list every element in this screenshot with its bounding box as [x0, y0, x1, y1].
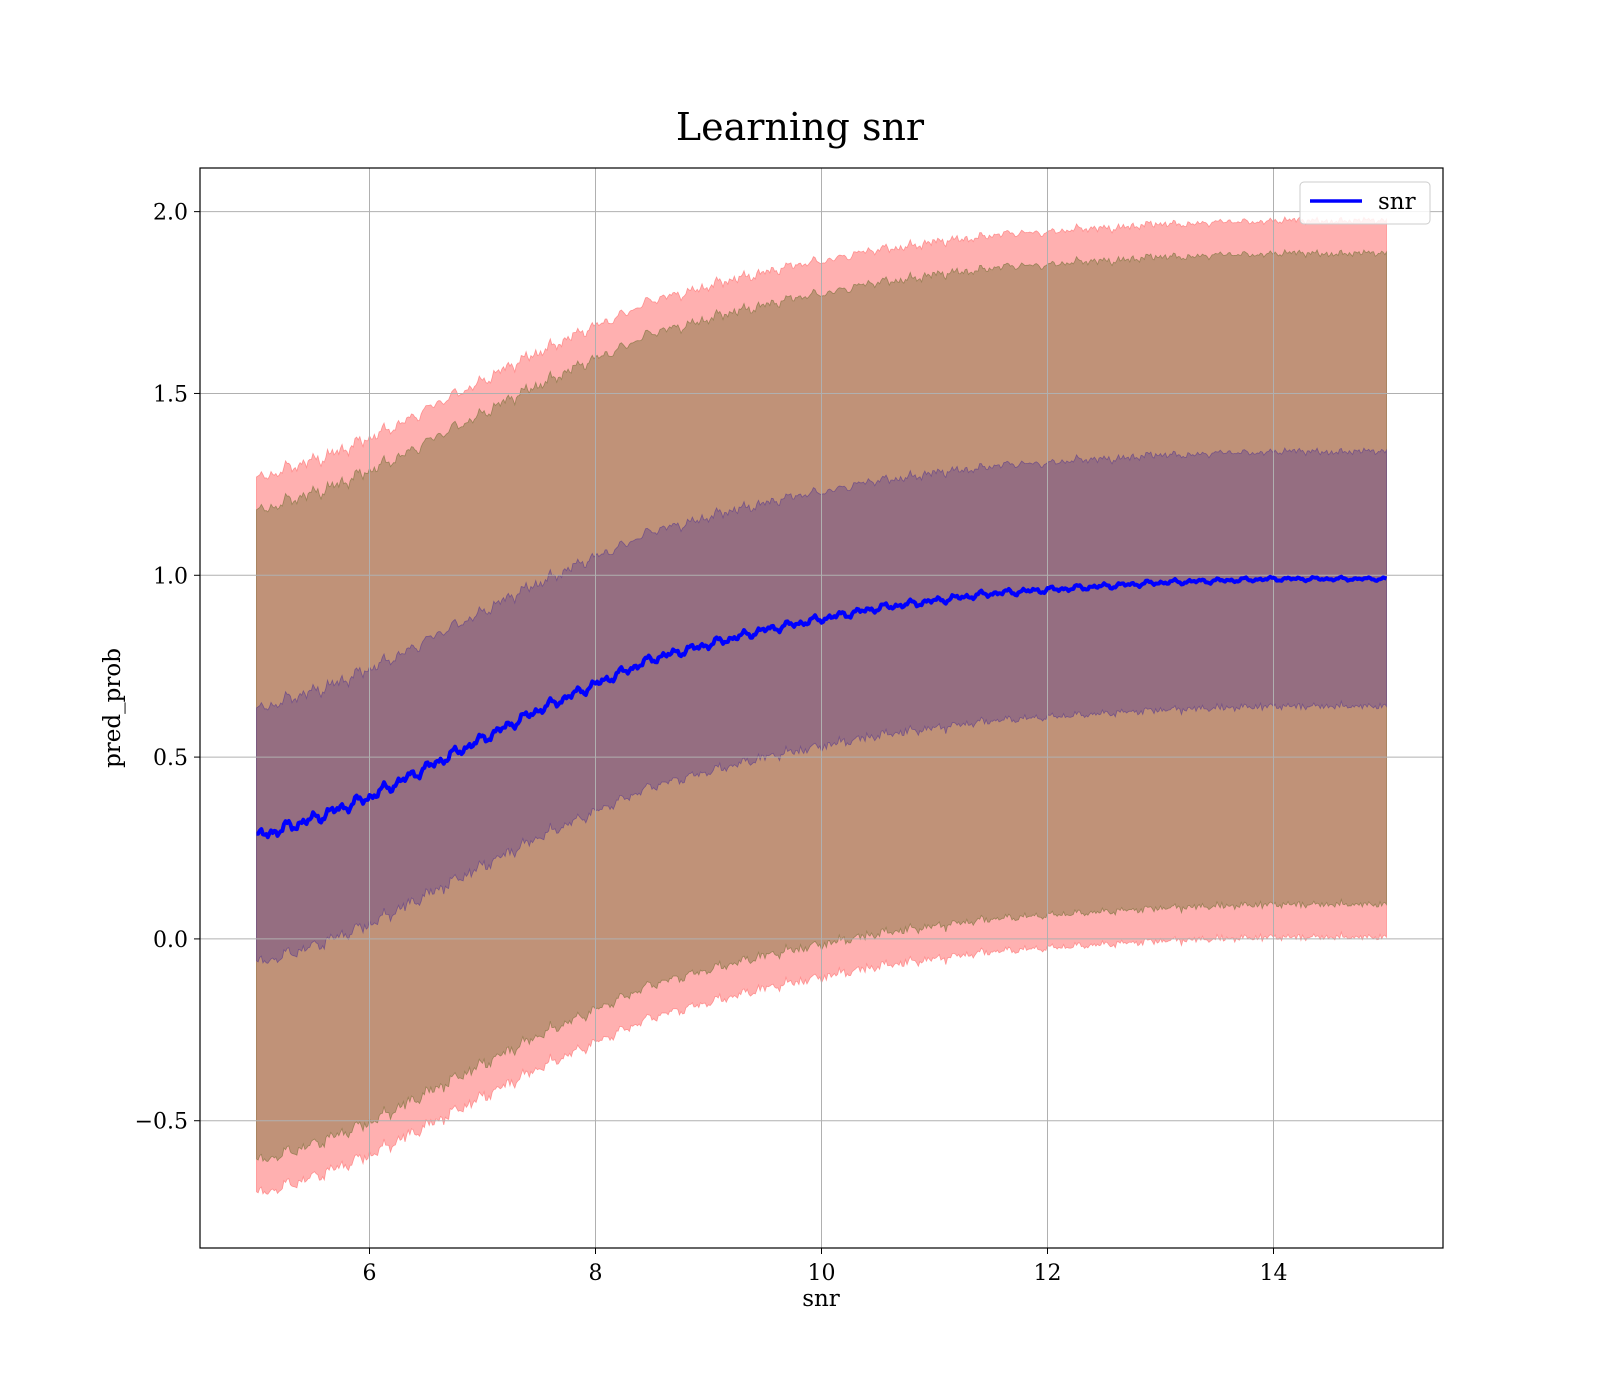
y-tick-label: 0.0	[153, 928, 188, 953]
x-axis-ticks: 6 8 10 12 14	[363, 1248, 1288, 1286]
y-axis-ticks: −0.5 0.0 0.5 1.0 1.5 2.0	[135, 201, 200, 1135]
legend-label-snr: snr	[1378, 189, 1416, 215]
x-tick-label: 14	[1260, 1261, 1288, 1286]
y-tick-label: 1.0	[153, 564, 188, 589]
chart-title: Learning snr	[676, 105, 925, 149]
y-tick-label: 1.5	[153, 382, 188, 407]
y-tick-label: 0.5	[153, 746, 188, 771]
x-tick-label: 12	[1034, 1261, 1062, 1286]
series-line-snr	[256, 574, 1388, 840]
y-tick-label: 2.0	[153, 201, 188, 226]
legend: snr	[1299, 181, 1431, 225]
legend-box	[1299, 181, 1431, 225]
x-axis-label: snr	[802, 1286, 840, 1312]
series-layer	[256, 574, 1388, 840]
grid-lines	[200, 168, 1443, 1248]
x-tick-label: 6	[363, 1261, 377, 1286]
y-tick-label: −0.5	[135, 1110, 188, 1135]
y-axis-label: pred_prob	[100, 648, 126, 768]
x-tick-label: 10	[808, 1261, 836, 1286]
x-tick-label: 8	[589, 1261, 603, 1286]
